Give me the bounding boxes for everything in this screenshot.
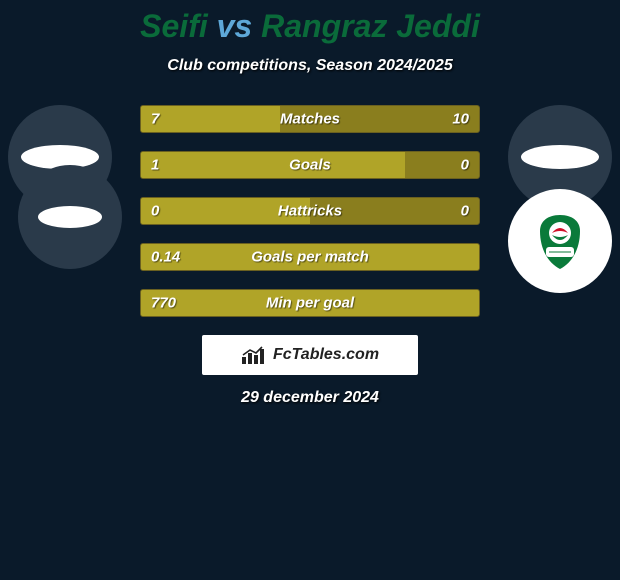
stat-right-value: 10 (452, 111, 469, 128)
stat-label: Hattricks (278, 203, 342, 220)
player2-club-badge (508, 189, 612, 293)
date-label: 29 december 2024 (0, 389, 620, 407)
bar-goals-per-match: 0.14 Goals per match (140, 243, 480, 271)
stat-left-value: 770 (151, 295, 176, 312)
stat-left-value: 7 (151, 111, 159, 128)
stat-label: Matches (280, 111, 340, 128)
subtitle: Club competitions, Season 2024/2025 (0, 57, 620, 75)
club-icon (38, 206, 102, 228)
stat-left-value: 1 (151, 157, 159, 174)
player1-name: Seifi (140, 8, 208, 44)
brand-badge: FcTables.com (202, 335, 418, 375)
chart-area: 7 Matches 10 1 Goals 0 0 Hattricks 0 0.1… (0, 105, 620, 407)
vs-text: vs (208, 8, 261, 44)
bar-matches: 7 Matches 10 (140, 105, 480, 133)
bar-min-per-goal: 770 Min per goal (140, 289, 480, 317)
stat-label: Min per goal (266, 295, 354, 312)
person-icon (521, 145, 599, 169)
stat-left-value: 0 (151, 203, 159, 220)
chart-icon (241, 345, 269, 365)
brand-text: FcTables.com (273, 346, 379, 364)
bar-goals: 1 Goals 0 (140, 151, 480, 179)
bar-fill (141, 106, 280, 132)
stat-right-value: 0 (461, 157, 469, 174)
zob-ahan-icon (530, 211, 590, 271)
player1-club-badge (18, 165, 122, 269)
stat-right-value: 0 (461, 203, 469, 220)
stat-bars: 7 Matches 10 1 Goals 0 0 Hattricks 0 0.1… (140, 105, 480, 317)
stat-label: Goals per match (251, 249, 369, 266)
player2-name: Rangraz Jeddi (261, 8, 480, 44)
comparison-card: Seifi vs Rangraz Jeddi Club competitions… (0, 0, 620, 407)
bar-hattricks: 0 Hattricks 0 (140, 197, 480, 225)
stat-label: Goals (289, 157, 331, 174)
stat-left-value: 0.14 (151, 249, 180, 266)
bar-fill (141, 152, 405, 178)
page-title: Seifi vs Rangraz Jeddi (0, 8, 620, 45)
